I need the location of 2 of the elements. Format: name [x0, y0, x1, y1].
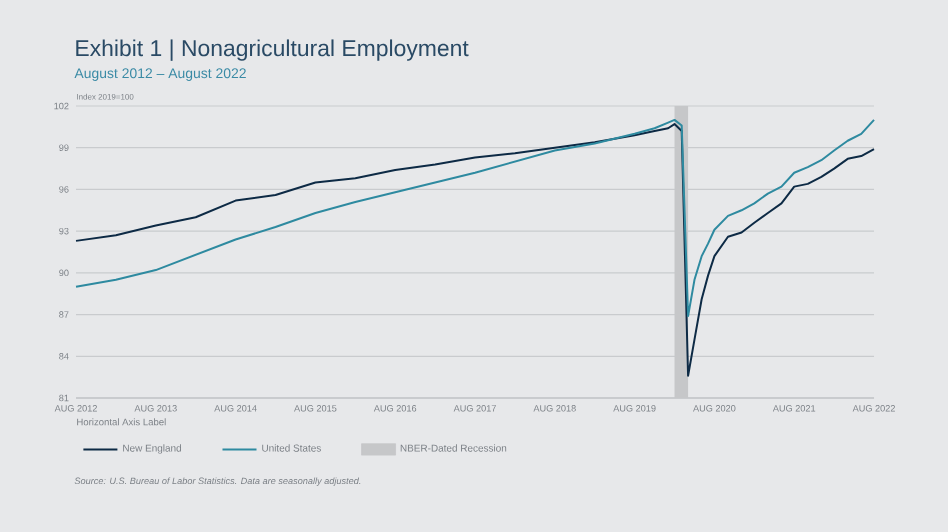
line-series	[75, 123, 876, 377]
chart-title: Exhibit 1 | Nonagricultural Employment	[76, 39, 469, 61]
